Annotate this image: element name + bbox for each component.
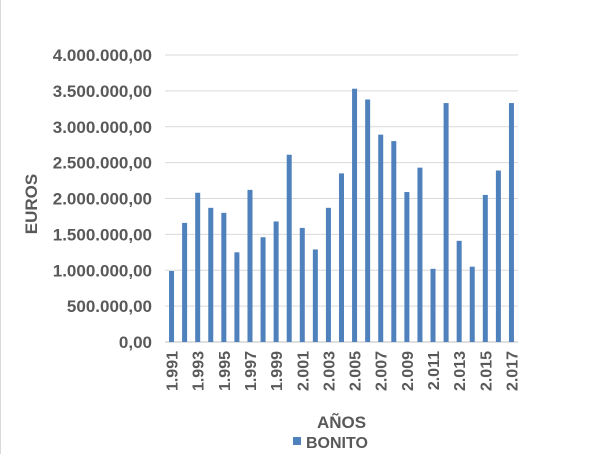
- x-tick-label: 2.009: [400, 351, 417, 391]
- y-tick-label: 2.500.000,00: [53, 154, 152, 173]
- bar-1.993: [195, 192, 201, 342]
- x-tick-label: 1.997: [243, 351, 260, 391]
- bar-2.006: [365, 99, 371, 343]
- y-tick-label: 2.000.000,00: [53, 190, 152, 209]
- bar-2.017: [508, 103, 514, 342]
- bar-2.001: [299, 227, 305, 342]
- bar-1.997: [247, 189, 253, 342]
- bar-1.992: [182, 222, 188, 342]
- legend: BONITO: [293, 435, 368, 452]
- x-tick-label: 1.995: [217, 351, 234, 391]
- bar-2.012: [443, 103, 449, 342]
- bar-2.007: [378, 134, 384, 342]
- bar-2.009: [404, 192, 410, 342]
- x-tick-label: 2.007: [374, 351, 391, 391]
- x-tick-label: 1.991: [165, 351, 182, 391]
- bars: [169, 88, 514, 343]
- bar-1.995: [221, 212, 227, 342]
- bar-1.994: [208, 207, 214, 342]
- x-tick-label: 2.005: [348, 351, 365, 391]
- bar-1.991: [169, 270, 175, 342]
- y-tick-label: 0,00: [119, 333, 152, 352]
- bar-2.005: [352, 88, 358, 342]
- legend-swatch-bonito: [293, 437, 301, 445]
- y-axis-title: EUROS: [22, 174, 41, 234]
- bar-2.002: [312, 249, 318, 342]
- x-tick-label: 2.001: [295, 351, 312, 391]
- y-tick-label: 4.000.000,00: [53, 46, 152, 65]
- bar-1.996: [234, 252, 240, 342]
- bar-2.000: [286, 154, 292, 342]
- x-tick-label: 2.015: [478, 351, 495, 391]
- x-tick-label: 2.003: [321, 351, 338, 391]
- x-tick-label: 1.999: [269, 351, 286, 391]
- x-tick-label: 2.013: [452, 351, 469, 391]
- x-tick-label: 1.993: [191, 351, 208, 391]
- frame-border: [0, 0, 1, 454]
- legend-label-bonito: BONITO: [306, 435, 368, 452]
- bar-1.998: [260, 237, 266, 342]
- bar-2.014: [469, 266, 475, 342]
- y-tick-label: 1.500.000,00: [53, 225, 152, 244]
- bar-2.008: [391, 141, 397, 342]
- bar-2.004: [339, 173, 344, 342]
- bar-2.010: [417, 167, 423, 342]
- bar-2.016: [495, 170, 501, 342]
- bar-2.013: [456, 240, 462, 342]
- bar-1.999: [273, 221, 279, 342]
- y-tick-label: 3.500.000,00: [53, 82, 152, 101]
- x-axis-title: AÑOS: [317, 412, 366, 432]
- bar-2.011: [430, 268, 436, 342]
- y-tick-labels: 0,00 500.000,00 1.000.000,00 1.500.000,00 2.…: [53, 46, 152, 352]
- x-tick-label: 2.017: [504, 351, 521, 391]
- bar-2.015: [482, 194, 488, 342]
- y-tick-label: 500.000,00: [67, 297, 152, 316]
- x-tick-labels: 1.991 1.993 1.995 1.997 1.999 2.001 2.003 2.005…: [165, 351, 522, 391]
- bar-2.003: [325, 207, 331, 342]
- y-tick-label: 1.000.000,00: [53, 261, 152, 280]
- x-tick-label: 2.011: [426, 351, 443, 390]
- y-tick-label: 3.000.000,00: [53, 118, 152, 137]
